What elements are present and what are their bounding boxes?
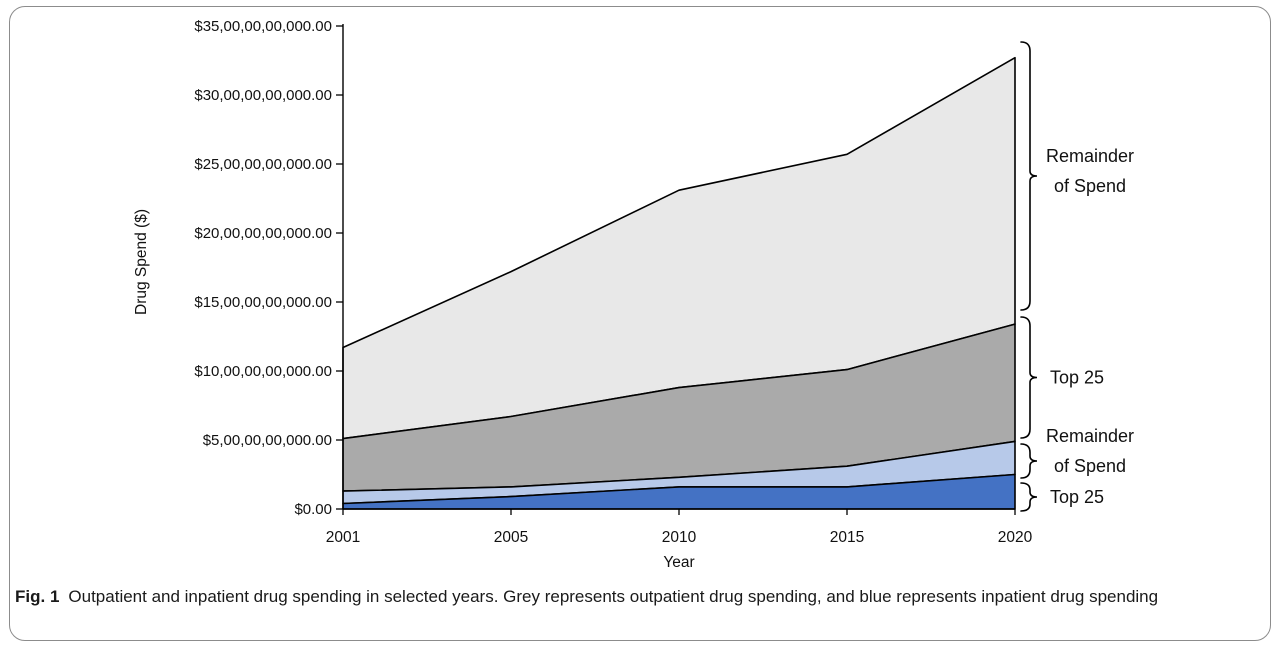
y-tick-label: $10,00,00,00,000.00 [194,363,332,380]
x-tick-label: 2001 [326,529,360,546]
brace-inpatient_remainder [1020,443,1038,479]
y-tick-label: $30,00,00,00,000.00 [194,87,332,104]
band-label-inpatient_remainder: of Spend [1054,456,1126,476]
band-label-outpatient_remainder: of Spend [1054,176,1126,196]
y-tick-label: $5,00,00,00,000.00 [203,432,332,449]
brace-inpatient_top25 [1020,482,1038,512]
y-tick-label: $35,00,00,00,000.00 [194,18,332,35]
band-label-outpatient_top25: Top 25 [1050,368,1104,388]
x-tick-label: 2010 [662,529,697,546]
x-axis-title: Year [663,554,694,571]
brace-outpatient_top25 [1020,316,1038,439]
x-tick-label: 2015 [830,529,864,546]
y-axis-title: Drug Spend ($) [133,209,150,315]
brace-outpatient_remainder [1020,41,1038,311]
y-tick-label: $20,00,00,00,000.00 [194,225,332,242]
x-tick-label: 2005 [494,529,528,546]
band-label-outpatient_remainder: Remainder [1046,146,1134,166]
y-tick-label: $0.00 [294,501,332,518]
y-tick-label: $25,00,00,00,000.00 [194,156,332,173]
figure-caption: Fig. 1 Outpatient and inpatient drug spen… [15,582,1240,612]
y-tick-label: $15,00,00,00,000.00 [194,294,332,311]
caption-text: Outpatient and inpatient drug spending i… [68,587,1159,606]
stacked-area-chart: $0.00 $5,00,00,00,000.00 $10,00,00,00,000.… [133,18,1134,571]
x-tick-label: 2020 [998,529,1033,546]
caption-label: Fig. 1 [15,587,60,606]
band-label-inpatient_top25: Top 25 [1050,487,1104,507]
band-label-inpatient_remainder: Remainder [1046,426,1134,446]
